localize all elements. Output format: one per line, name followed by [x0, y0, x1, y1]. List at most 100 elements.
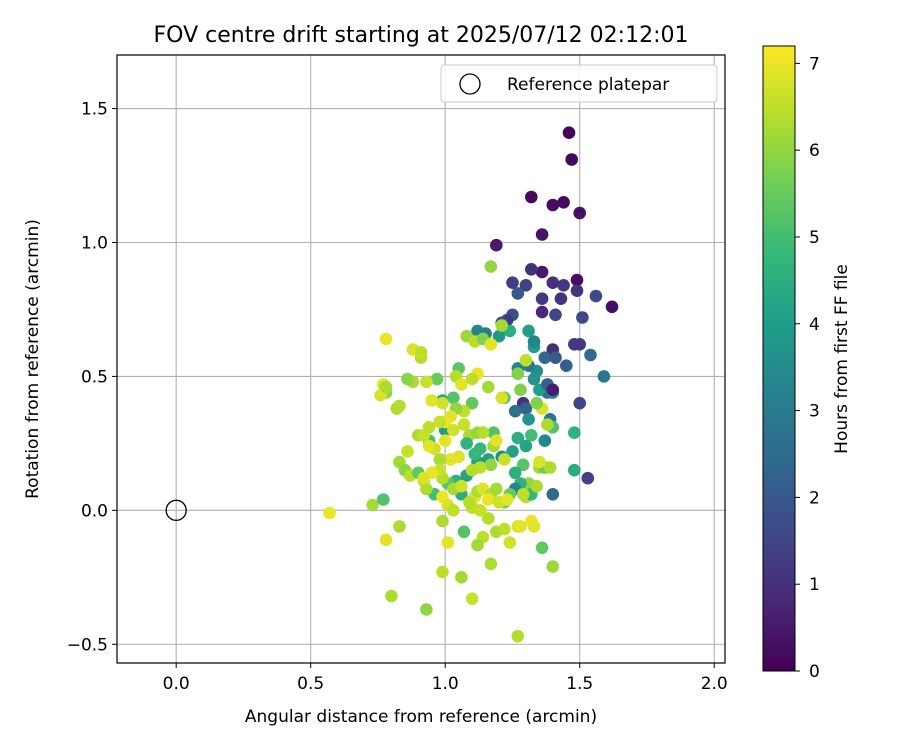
- data-point: [465, 592, 479, 605]
- data-point: [546, 560, 560, 573]
- colorbar-label: Hours from first FF file: [832, 264, 852, 454]
- data-point: [511, 367, 525, 381]
- colorbar-tick-label: 3: [809, 402, 820, 422]
- data-point: [460, 437, 474, 450]
- data-point: [323, 506, 336, 520]
- colorbar-tick-label: 4: [809, 315, 820, 335]
- data-point: [546, 276, 560, 290]
- data-point: [533, 455, 546, 469]
- data-point: [530, 479, 543, 493]
- data-point: [490, 434, 503, 448]
- data-point: [492, 329, 506, 343]
- data-point: [484, 458, 498, 472]
- data-point: [522, 413, 535, 426]
- data-point: [584, 348, 597, 362]
- data-point: [562, 126, 576, 139]
- data-point: [570, 284, 584, 298]
- data-point: [455, 479, 468, 493]
- data-point: [484, 338, 498, 351]
- data-point: [506, 445, 519, 458]
- data-point: [519, 354, 533, 367]
- data-point: [516, 488, 530, 501]
- data-point: [519, 279, 533, 292]
- data-point: [430, 372, 444, 386]
- colorbar-ticks: 0 1 2 3 4 5 6 7: [795, 54, 820, 682]
- data-point: [503, 536, 517, 549]
- data-point: [385, 589, 398, 603]
- data-point: [379, 332, 393, 346]
- data-point: [511, 629, 525, 643]
- data-point: [393, 399, 406, 413]
- data-point: [473, 504, 487, 517]
- data-point: [560, 359, 573, 373]
- data-point: [484, 557, 498, 571]
- data-point: [535, 305, 549, 319]
- data-point: [468, 447, 482, 461]
- data-point: [525, 263, 538, 276]
- y-axis-ticks: −0.5 0.0 0.5 1.0 1.5: [67, 100, 117, 655]
- data-point: [366, 498, 379, 512]
- reference-marker: [165, 499, 187, 521]
- data-point: [441, 536, 455, 549]
- data-point: [535, 265, 549, 279]
- y-tick-label: 0.5: [81, 367, 108, 387]
- data-point: [546, 383, 560, 397]
- data-point: [495, 319, 509, 332]
- data-point: [484, 260, 498, 273]
- data-point: [482, 512, 495, 525]
- data-point: [401, 372, 414, 386]
- data-point: [557, 196, 570, 209]
- data-point: [457, 418, 471, 431]
- data-point: [511, 287, 525, 300]
- data-point: [573, 206, 586, 220]
- data-point: [541, 418, 554, 431]
- data-point: [543, 461, 557, 474]
- data-point: [546, 198, 560, 212]
- data-point: [447, 391, 460, 405]
- data-point: [465, 463, 479, 477]
- data-point: [425, 394, 439, 407]
- data-point: [573, 396, 586, 410]
- data-point: [414, 346, 428, 359]
- data-point: [471, 538, 484, 552]
- data-point: [535, 292, 549, 306]
- data-point: [506, 276, 519, 290]
- data-point: [527, 335, 541, 348]
- data-point: [420, 482, 433, 496]
- data-point: [589, 289, 603, 303]
- grid-lines: [117, 55, 725, 663]
- data-point: [482, 493, 495, 506]
- data-point: [605, 300, 619, 314]
- chart-title: FOV centre drift starting at 2025/07/12 …: [154, 23, 689, 48]
- y-tick-label: 0.0: [81, 501, 108, 521]
- y-axis-label: Rotation from reference (arcmin): [23, 219, 43, 499]
- x-axis-ticks: 0.0 0.5 1.0 1.5 2.0: [163, 663, 728, 694]
- x-tick-label: 2.0: [701, 674, 728, 694]
- data-point: [557, 279, 570, 292]
- data-point: [379, 533, 393, 547]
- x-axis-label: Angular distance from reference (arcmin): [245, 707, 597, 727]
- data-point: [498, 453, 511, 466]
- data-point: [476, 426, 490, 440]
- data-point: [508, 466, 522, 480]
- data-point: [495, 391, 509, 405]
- data-point: [447, 504, 460, 517]
- data-point: [554, 292, 568, 306]
- data-point: [568, 463, 581, 477]
- data-point: [436, 514, 449, 528]
- data-point: [570, 273, 584, 287]
- data-point: [535, 541, 549, 555]
- data-point: [581, 471, 595, 485]
- data-point: [482, 380, 495, 394]
- data-point: [525, 190, 538, 204]
- data-point: [498, 522, 511, 536]
- data-point: [549, 351, 562, 365]
- data-point: [438, 434, 452, 448]
- legend: Reference platepar: [440, 64, 718, 103]
- x-tick-label: 0.0: [163, 674, 190, 694]
- x-tick-label: 1.0: [432, 674, 459, 694]
- data-point: [420, 375, 433, 389]
- data-point: [436, 565, 449, 579]
- data-point: [490, 238, 503, 252]
- data-point: [455, 571, 468, 584]
